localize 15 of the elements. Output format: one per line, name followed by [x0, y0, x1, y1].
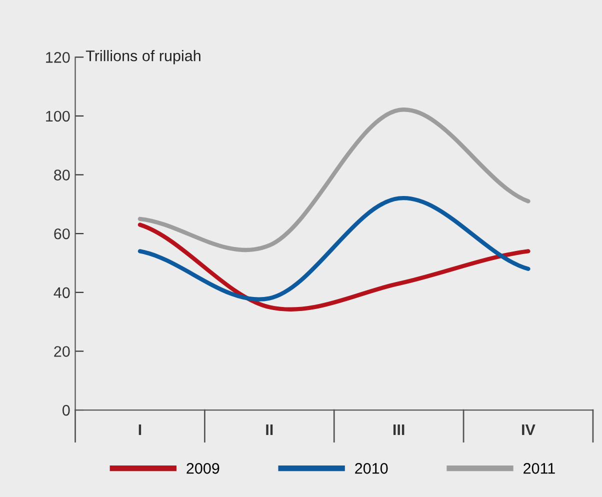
y-tick-label: 60 [54, 228, 70, 240]
legend-label: 2009 [186, 462, 220, 474]
y-tick-label: 80 [54, 170, 70, 180]
y-axis-title: Trillions of rupiah [86, 50, 200, 64]
legend-label: 2010 [355, 462, 388, 474]
y-tick-label: 20 [54, 346, 70, 357]
y-tick-label: 100 [46, 110, 70, 122]
x-tick-label: III [393, 424, 404, 435]
y-tick-label: 0 [62, 404, 70, 416]
y-tick-label: 40 [54, 287, 70, 298]
x-tick-label: II [266, 424, 273, 435]
x-tick-label: I [138, 424, 142, 435]
y-tick-label: 120 [46, 52, 70, 63]
x-tick-label: IV [522, 424, 536, 435]
legend-label: 2011 [524, 462, 555, 474]
